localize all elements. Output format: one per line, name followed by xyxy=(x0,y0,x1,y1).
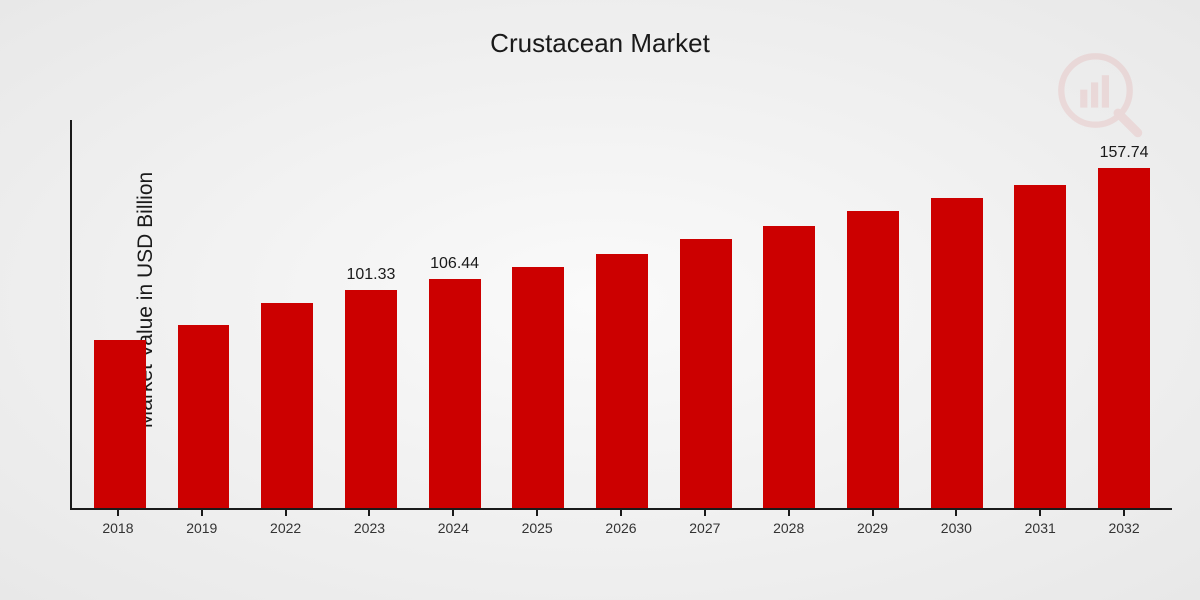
plot-region: 101.33 106.44 157.74 xyxy=(70,120,1172,510)
bar-value-label: 106.44 xyxy=(430,255,479,273)
bar xyxy=(596,254,648,508)
bar xyxy=(512,267,564,508)
chart-area: 101.33106.44157.74 201820192022202320242… xyxy=(70,120,1172,540)
bar xyxy=(680,239,732,508)
x-tick-label: 2024 xyxy=(438,520,469,536)
x-tick: 2028 xyxy=(747,510,831,540)
bars-container: 101.33 106.44 157.74 xyxy=(72,120,1172,508)
bar-slot xyxy=(162,120,246,508)
bar xyxy=(1098,168,1150,508)
tick-mark xyxy=(285,510,287,516)
x-tick-label: 2027 xyxy=(689,520,720,536)
x-tick: 2023 xyxy=(328,510,412,540)
bar xyxy=(429,279,481,508)
x-tick: 2027 xyxy=(663,510,747,540)
x-axis: 2018 2019 2022 2023 2024 2025 2026 2027 2028 2029… xyxy=(70,510,1172,540)
x-tick-label: 2025 xyxy=(522,520,553,536)
bar-slot xyxy=(915,120,999,508)
tick-mark xyxy=(1039,510,1041,516)
tick-mark xyxy=(704,510,706,516)
x-tick: 2029 xyxy=(831,510,915,540)
x-tick: 2025 xyxy=(495,510,579,540)
bar-slot xyxy=(748,120,832,508)
x-tick-label: 2023 xyxy=(354,520,385,536)
bar xyxy=(345,290,397,508)
x-tick-label: 2029 xyxy=(857,520,888,536)
bar-slot xyxy=(831,120,915,508)
tick-mark xyxy=(872,510,874,516)
bar-slot: 106.44 xyxy=(413,120,497,508)
bar-slot xyxy=(664,120,748,508)
x-tick: 2030 xyxy=(914,510,998,540)
x-tick: 2032 xyxy=(1082,510,1166,540)
chart-title: Crustacean Market xyxy=(490,28,710,59)
tick-mark xyxy=(368,510,370,516)
bar-value-label: 157.74 xyxy=(1100,144,1149,162)
bar xyxy=(1014,185,1066,508)
x-tick: 2018 xyxy=(76,510,160,540)
bar xyxy=(94,340,146,508)
x-tick-label: 2022 xyxy=(270,520,301,536)
bar-value-label: 101.33 xyxy=(346,266,395,284)
tick-mark xyxy=(620,510,622,516)
x-tick-label: 2026 xyxy=(605,520,636,536)
bar-slot xyxy=(496,120,580,508)
x-tick: 2026 xyxy=(579,510,663,540)
bar-slot: 157.74 xyxy=(1082,120,1166,508)
bar xyxy=(931,198,983,508)
bar xyxy=(261,303,313,508)
tick-mark xyxy=(955,510,957,516)
bar xyxy=(178,325,230,508)
tick-mark xyxy=(201,510,203,516)
bar-slot xyxy=(245,120,329,508)
tick-mark xyxy=(452,510,454,516)
x-tick-label: 2031 xyxy=(1025,520,1056,536)
x-tick: 2024 xyxy=(411,510,495,540)
bar-slot xyxy=(78,120,162,508)
x-tick-label: 2030 xyxy=(941,520,972,536)
tick-mark xyxy=(117,510,119,516)
x-tick-label: 2028 xyxy=(773,520,804,536)
x-tick: 2022 xyxy=(244,510,328,540)
bar xyxy=(847,211,899,508)
x-tick: 2031 xyxy=(998,510,1082,540)
bar-slot xyxy=(580,120,664,508)
tick-mark xyxy=(1123,510,1125,516)
x-tick-label: 2018 xyxy=(102,520,133,536)
bar-slot xyxy=(999,120,1083,508)
x-tick-label: 2032 xyxy=(1108,520,1139,536)
x-tick: 2019 xyxy=(160,510,244,540)
x-tick-label: 2019 xyxy=(186,520,217,536)
tick-mark xyxy=(536,510,538,516)
bar-slot: 101.33 xyxy=(329,120,413,508)
bar xyxy=(763,226,815,508)
tick-mark xyxy=(788,510,790,516)
